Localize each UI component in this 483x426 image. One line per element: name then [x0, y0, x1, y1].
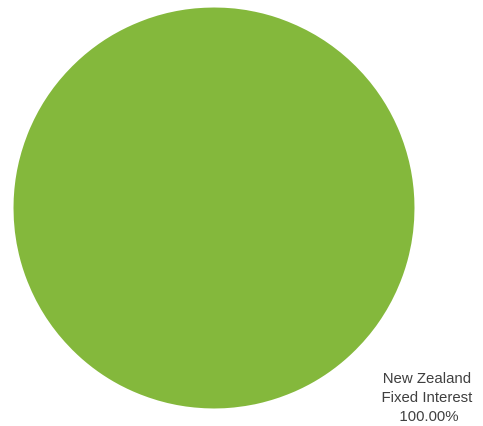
pie-slices: [12, 6, 416, 410]
pie-slice-0: [12, 6, 416, 410]
data-label-percent: 100.00%: [399, 408, 458, 425]
data-label: New Zealand Fixed Interest 100.00%: [381, 370, 476, 425]
data-labels: New Zealand Fixed Interest 100.00%: [381, 370, 476, 425]
data-label-line-2: Fixed Interest: [381, 389, 473, 406]
data-label-line-1: New Zealand: [383, 370, 471, 387]
